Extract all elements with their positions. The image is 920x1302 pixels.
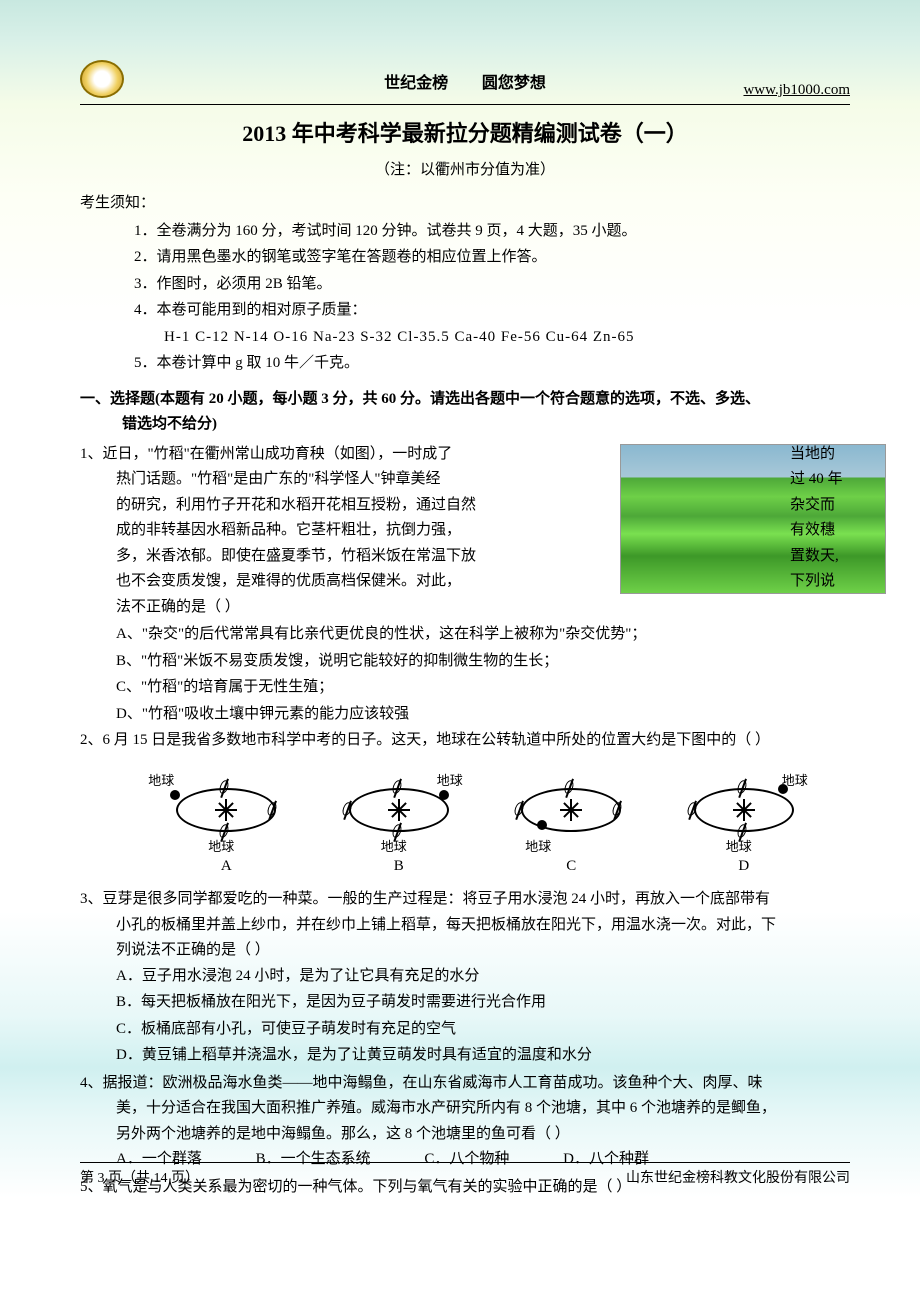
option-c: C．板桶底部有小孔，可使豆子萌发时有充足的空气 xyxy=(116,1017,850,1043)
option-c: C、"竹稻"的培育属于无性生殖； xyxy=(116,675,850,701)
notice-heading: 考生须知： xyxy=(80,191,850,217)
orbit-diagram-d: 地球 地球 xyxy=(664,762,824,852)
notice-item: 2．请用黑色墨水的钢笔或签字笔在答题卷的相应位置上作答。 xyxy=(134,245,850,271)
q1-rline: 当地的 xyxy=(790,442,850,468)
q3-stem: 3、豆芽是很多同学都爱吃的一种菜。一般的生产过程是：将豆子用水浸泡 24 小时，… xyxy=(80,887,850,913)
earth-label: 地球 xyxy=(437,770,463,792)
q1-right-text: 当地的 过 40 年 杂交而 有效穗 置数天, 下列说 xyxy=(790,442,850,595)
q1-line: 成的非转基因水稻新品种。它茎杆粗壮，抗倒力强， xyxy=(80,518,550,544)
logo-badge xyxy=(80,60,124,98)
q1-line: 热门话题。"竹稻"是由广东的"科学怪人"钟章美经 xyxy=(80,467,550,493)
question-2: 2、6 月 15 日是我省多数地市科学中考的日子。这天，地球在公转轨道中所处的位… xyxy=(80,728,850,885)
page-title: 2013 年中考科学最新拉分题精编测试卷（一） xyxy=(80,115,850,152)
q1-options: A、"杂交"的后代常常具有比亲代更优良的性状，这在科学上被称为"杂交优势"； B… xyxy=(80,622,850,727)
earth-label: 地球 xyxy=(525,836,551,858)
q1-line: 的研究，利用竹子开花和水稻开花相互授粉，通过自然 xyxy=(80,493,550,519)
q3-options: A．豆子用水浸泡 24 小时，是为了让它具有充足的水分 B．每天把板桶放在阳光下… xyxy=(80,964,850,1069)
footer-page-number: 第 3 页（共 14 页） xyxy=(80,1167,199,1191)
section-heading-line1: 一、选择题(本题有 20 小题，每小题 3 分，共 60 分。请选出各题中一个符… xyxy=(80,391,760,407)
orbit-diagram-c: 地球 xyxy=(491,762,651,852)
q2-stem: 2、6 月 15 日是我省多数地市科学中考的日子。这天，地球在公转轨道中所处的位… xyxy=(80,728,850,754)
q1-rline: 杂交而 xyxy=(790,493,850,519)
page-subtitle: （注：以衢州市分值为准） xyxy=(80,158,850,184)
option-b: B．每天把板桶放在阳光下，是因为豆子萌发时需要进行光合作用 xyxy=(116,990,850,1016)
q4-stem: 美，十分适合在我国大面积推广养殖。威海市水产研究所内有 8 个池塘，其中 6 个… xyxy=(80,1096,850,1122)
diagram-letters: A B C D xyxy=(80,854,850,886)
q1-line: 法不正确的是（ ） xyxy=(80,595,550,621)
question-3: 3、豆芽是很多同学都爱吃的一种菜。一般的生产过程是：将豆子用水浸泡 24 小时，… xyxy=(80,887,850,1069)
orbit-diagram-b: 地球 地球 xyxy=(319,762,479,852)
orbit-diagrams: 地球 地球 地球 地球 xyxy=(80,754,850,854)
q1-line: 也不会变质发馊，是难得的优质高档保健米。对此， xyxy=(80,569,550,595)
section-heading: 一、选择题(本题有 20 小题，每小题 3 分，共 60 分。请选出各题中一个符… xyxy=(80,387,850,438)
q1-rline: 置数天, xyxy=(790,544,850,570)
header-url: www.jb1000.com xyxy=(743,78,850,104)
header-slogan: 圆您梦想 xyxy=(482,70,546,97)
notice-item: 3．作图时，必须用 2B 铅笔。 xyxy=(134,272,850,298)
question-4: 4、据报道：欧洲极品海水鱼类——地中海鳎鱼，在山东省威海市人工育苗成功。该鱼种个… xyxy=(80,1071,850,1173)
orbit-diagram-a: 地球 地球 xyxy=(146,762,306,852)
header-brand: 世纪金榜 xyxy=(384,70,448,97)
q1-rline: 下列说 xyxy=(790,569,850,595)
option-a: A、"杂交"的后代常常具有比亲代更优良的性状，这在科学上被称为"杂交优势"； xyxy=(116,622,850,648)
option-a: A．豆子用水浸泡 24 小时，是为了让它具有充足的水分 xyxy=(116,964,850,990)
header-divider xyxy=(80,104,850,105)
q3-stem: 小孔的板桶里并盖上纱巾，并在纱巾上铺上稻草，每天把板桶放在阳光下，用温水浇一次。… xyxy=(80,913,850,939)
earth-label: 地球 xyxy=(208,836,234,858)
option-b: B、"竹稻"米饭不易变质发馊，说明它能较好的抑制微生物的生长； xyxy=(116,649,850,675)
notice-item: 1．全卷满分为 160 分，考试时间 120 分钟。试卷共 9 页，4 大题，3… xyxy=(134,219,850,245)
footer-company: 山东世纪金榜科教文化股份有限公司 xyxy=(626,1167,850,1191)
option-d: D、"竹稻"吸收土壤中钾元素的能力应该较强 xyxy=(116,702,850,728)
option-d: D．黄豆铺上稻草并浇温水，是为了让黄豆萌发时具有适宜的温度和水分 xyxy=(116,1043,850,1069)
letter-c: C xyxy=(491,854,651,880)
notice-list: 1．全卷满分为 160 分，考试时间 120 分钟。试卷共 9 页，4 大题，3… xyxy=(80,219,850,377)
q1-line: 多，米香浓郁。即使在盛夏季节，竹稻米饭在常温下放 xyxy=(80,544,550,570)
q3-stem: 列说法不正确的是（ ） xyxy=(80,938,850,964)
notice-item: 5．本卷计算中 g 取 10 牛／千克。 xyxy=(134,351,850,377)
q1-rline: 有效穗 xyxy=(790,518,850,544)
q1-rline: 过 40 年 xyxy=(790,467,850,493)
q1-line: 1、近日，"竹稻"在衢州常山成功育秧（如图），一时成了 xyxy=(80,442,550,468)
notice-item: 4．本卷可能用到的相对原子质量： xyxy=(134,298,850,324)
header-row: 世纪金榜 圆您梦想 xyxy=(80,70,850,98)
section-heading-line2: 错选均不给分) xyxy=(80,416,217,432)
atomic-masses: H-1 C-12 N-14 O-16 Na-23 S-32 Cl-35.5 Ca… xyxy=(134,325,850,351)
question-1: 1、近日，"竹稻"在衢州常山成功育秧（如图），一时成了 热门话题。"竹稻"是由广… xyxy=(80,442,850,621)
q4-stem: 另外两个池塘养的是地中海鳎鱼。那么，这 8 个池塘里的鱼可看（ ） xyxy=(80,1122,850,1148)
earth-label: 地球 xyxy=(381,836,407,858)
q4-stem: 4、据报道：欧洲极品海水鱼类——地中海鳎鱼，在山东省威海市人工育苗成功。该鱼种个… xyxy=(80,1071,850,1097)
earth-label: 地球 xyxy=(148,770,174,792)
page-footer: 第 3 页（共 14 页） 山东世纪金榜科教文化股份有限公司 xyxy=(80,1162,850,1191)
earth-label: 地球 xyxy=(726,836,752,858)
q1-left-text: 1、近日，"竹稻"在衢州常山成功育秧（如图），一时成了 热门话题。"竹稻"是由广… xyxy=(80,442,550,621)
